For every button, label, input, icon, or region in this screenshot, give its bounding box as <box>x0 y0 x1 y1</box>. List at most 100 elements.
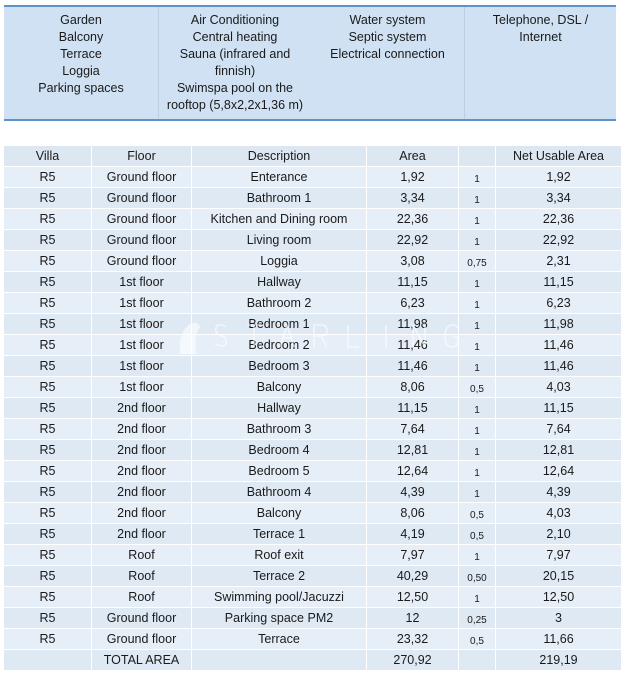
table-cell: 1 <box>458 313 496 335</box>
table-cell: 1 <box>458 334 496 356</box>
table-row: R5 Ground floor Living room 22,92 1 22,92 <box>4 229 621 251</box>
table-row: R5 Ground floor Parking space PM2 12 0,25 3 <box>4 607 621 629</box>
feature-line: Electrical connection <box>330 47 445 61</box>
table-row: R5 2nd floor Bathroom 4 4,39 1 4,39 <box>4 481 621 503</box>
table-cell: 11,98 <box>366 313 459 335</box>
column-header: Villa <box>4 146 92 167</box>
feature-line: Garden <box>60 13 102 27</box>
table-row: R5 1st floor Bathroom 2 6,23 1 6,23 <box>4 292 621 314</box>
table-cell: 0,5 <box>458 376 496 398</box>
table-cell: R5 <box>4 397 92 419</box>
table-cell: Enterance <box>191 166 367 188</box>
table-cell: 270,92 <box>366 649 459 671</box>
table-cell: R5 <box>4 187 92 209</box>
table-cell: 2,10 <box>495 523 621 545</box>
table-cell: 11,46 <box>366 355 459 377</box>
table-row: R5 Ground floor Terrace 23,32 0,5 11,66 <box>4 628 621 650</box>
table-cell: 12,64 <box>495 460 621 482</box>
table-cell: 0,25 <box>458 607 496 629</box>
table-cell: 1 <box>458 187 496 209</box>
table-row: R5 2nd floor Bedroom 5 12,64 1 12,64 <box>4 460 621 482</box>
table-cell: 2,31 <box>495 250 621 272</box>
table-cell: R5 <box>4 418 92 440</box>
table-cell: Roof <box>91 586 192 608</box>
table-cell: Bedroom 5 <box>191 460 367 482</box>
table-cell: 2nd floor <box>91 502 192 524</box>
table-row: R5 1st floor Hallway 11,15 1 11,15 <box>4 271 621 293</box>
table-cell: Bathroom 2 <box>191 292 367 314</box>
feature-line: Parking spaces <box>38 81 124 95</box>
table-cell: 6,23 <box>366 292 459 314</box>
table-cell: R5 <box>4 565 92 587</box>
table-cell: R5 <box>4 334 92 356</box>
table-cell: 219,19 <box>495 649 621 671</box>
table-cell: Bathroom 4 <box>191 481 367 503</box>
table-cell: 2nd floor <box>91 523 192 545</box>
table-cell: 2nd floor <box>91 439 192 461</box>
table-cell: 4,03 <box>495 502 621 524</box>
table-cell: 1st floor <box>91 292 192 314</box>
table-cell: 1 <box>458 439 496 461</box>
table-cell: 7,97 <box>495 544 621 566</box>
features-outdoor: Garden Balcony Terrace Loggia Parking spaces <box>4 7 159 119</box>
table-cell: Ground floor <box>91 187 192 209</box>
table-row: R5 2nd floor Balcony 8,06 0,5 4,03 <box>4 502 621 524</box>
table-row: R5 Ground floor Kitchen and Dining room 22,… <box>4 208 621 230</box>
table-cell: 1 <box>458 544 496 566</box>
table-cell: 7,97 <box>366 544 459 566</box>
table-row: R5 Roof Swimming pool/Jacuzzi 12,50 1 12,50 <box>4 586 621 608</box>
table-cell: 7,64 <box>495 418 621 440</box>
table-cell: 1 <box>458 355 496 377</box>
table-cell: Balcony <box>191 502 367 524</box>
table-row: R5 Roof Terrace 2 40,29 0,50 20,15 <box>4 565 621 587</box>
column-header: Net Usable Area <box>495 146 621 167</box>
table-cell: R5 <box>4 481 92 503</box>
features-communication: Telephone, DSL / Internet <box>465 7 616 119</box>
table-cell: Parking space PM2 <box>191 607 367 629</box>
table-cell: 1,92 <box>366 166 459 188</box>
table-cell: Hallway <box>191 271 367 293</box>
total-row: TOTAL AREA 270,92 219,19 <box>4 649 621 671</box>
table-cell: 11,15 <box>366 397 459 419</box>
table-cell: R5 <box>4 544 92 566</box>
table-cell: Terrace 1 <box>191 523 367 545</box>
feature-line: rooftop (5,8x2,2x1,36 m) <box>166 98 304 112</box>
features-comfort: Air Conditioning Central heating Sauna (in… <box>159 7 311 119</box>
table-cell: R5 <box>4 313 92 335</box>
table-cell: 8,06 <box>366 502 459 524</box>
table-cell: 3,34 <box>366 187 459 209</box>
table-cell: Ground floor <box>91 229 192 251</box>
column-header: Area <box>366 146 459 167</box>
table-cell <box>4 649 92 671</box>
table-cell: Ground floor <box>91 628 192 650</box>
table-row: R5 2nd floor Hallway 11,15 1 11,15 <box>4 397 621 419</box>
table-row: R5 1st floor Bedroom 1 11,98 1 11,98 <box>4 313 621 335</box>
table-row: R5 1st floor Bedroom 3 11,46 1 11,46 <box>4 355 621 377</box>
table-cell: R5 <box>4 229 92 251</box>
table-cell: 11,15 <box>495 271 621 293</box>
table-cell: 1 <box>458 166 496 188</box>
table-cell: 20,15 <box>495 565 621 587</box>
table-cell: 23,32 <box>366 628 459 650</box>
table-row: R5 Ground floor Bathroom 1 3,34 1 3,34 <box>4 187 621 209</box>
table-cell: 11,15 <box>366 271 459 293</box>
table-cell: 11,46 <box>495 355 621 377</box>
feature-line: Telephone, DSL / <box>492 13 589 27</box>
column-header: Floor <box>91 146 192 167</box>
table-cell: Ground floor <box>91 607 192 629</box>
table-cell: R5 <box>4 250 92 272</box>
table-cell: Bedroom 2 <box>191 334 367 356</box>
table-cell: 3,34 <box>495 187 621 209</box>
table-cell: R5 <box>4 292 92 314</box>
table-cell: Terrace 2 <box>191 565 367 587</box>
table-cell: 1st floor <box>91 313 192 335</box>
table-cell: Hallway <box>191 397 367 419</box>
table-row: R5 Ground floor Loggia 3,08 0,75 2,31 <box>4 250 621 272</box>
table-cell: R5 <box>4 523 92 545</box>
table-cell <box>191 649 367 671</box>
table-cell: R5 <box>4 628 92 650</box>
table-cell: TOTAL AREA <box>91 649 192 671</box>
table-header: Villa Floor Description Area Net Usable Area <box>4 146 621 167</box>
table-cell: 1 <box>458 229 496 251</box>
table-row: R5 1st floor Bedroom 2 11,46 1 11,46 <box>4 334 621 356</box>
